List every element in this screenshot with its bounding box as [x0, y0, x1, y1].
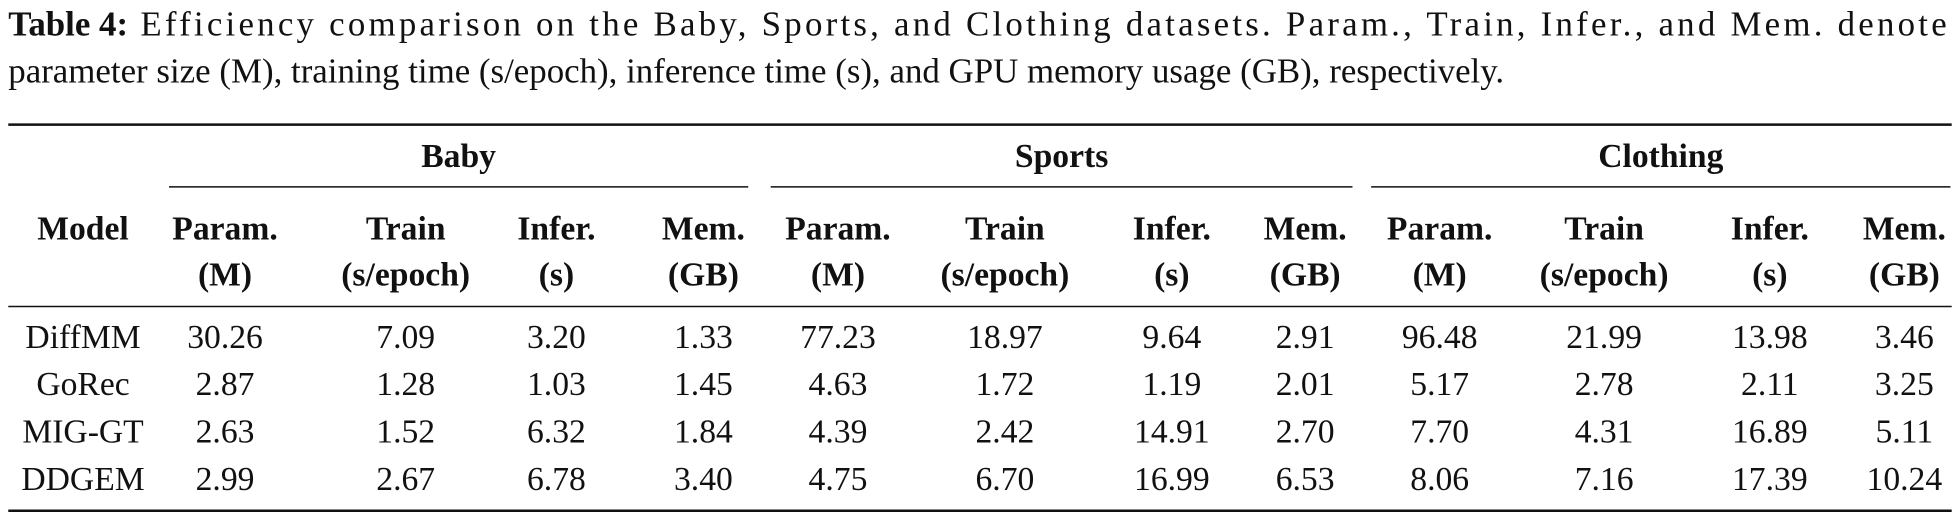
table-cell: 4.75 — [809, 461, 868, 498]
table-cell: 7.09 — [376, 319, 435, 356]
table-cell: 8.06 — [1410, 461, 1469, 498]
column-header: Train — [965, 210, 1045, 247]
table-cell: 1.19 — [1142, 366, 1201, 403]
table-cell: 6.53 — [1276, 461, 1335, 498]
table-cell: 2.78 — [1575, 366, 1634, 403]
table-cell: 1.33 — [674, 319, 733, 356]
column-header: Mem. — [1863, 210, 1946, 247]
table-cell: 1.28 — [376, 366, 435, 403]
table-cell: 3.46 — [1875, 319, 1934, 356]
table-cell: 17.39 — [1732, 461, 1808, 498]
model-name: MIG-GT — [22, 413, 143, 450]
table-cell: 4.39 — [809, 413, 868, 450]
table-cell: 13.98 — [1732, 319, 1808, 356]
table-cell: 3.40 — [674, 461, 733, 498]
table-cell: 2.42 — [975, 413, 1034, 450]
column-header: Mem. — [1264, 210, 1347, 247]
table-cell: 4.31 — [1575, 413, 1634, 450]
caption-label: Table 4: — [8, 4, 128, 43]
table-cell: 77.23 — [800, 319, 876, 356]
table-cell: 30.26 — [187, 319, 263, 356]
table-cell: 4.63 — [809, 366, 868, 403]
column-header: Param. — [1387, 210, 1493, 247]
table-cell: 2.01 — [1276, 366, 1335, 403]
table-cell: 5.17 — [1410, 366, 1469, 403]
column-unit: (M) — [198, 257, 252, 294]
table-cell: 2.63 — [196, 413, 255, 450]
column-unit: (GB) — [668, 257, 739, 294]
table-cell: 3.25 — [1875, 366, 1934, 403]
table-cell: 6.32 — [527, 413, 586, 450]
group-header: Clothing — [1598, 138, 1723, 175]
column-header: Mem. — [662, 210, 745, 247]
table-cell: 9.64 — [1142, 319, 1201, 356]
table-cell: 16.99 — [1134, 461, 1210, 498]
column-unit: (s/epoch) — [940, 257, 1069, 294]
table-cell: 10.24 — [1867, 461, 1943, 498]
table-cell: 2.91 — [1276, 319, 1335, 356]
column-unit: (s) — [539, 257, 574, 294]
caption-line: Efficiency comparison on the Baby, Sport… — [140, 4, 1946, 43]
model-name: GoRec — [36, 366, 129, 403]
table-cell: 6.70 — [975, 461, 1034, 498]
table-cell: 6.78 — [527, 461, 586, 498]
column-unit: (s) — [1752, 257, 1787, 294]
model-name: DDGEM — [21, 461, 144, 498]
column-header: Train — [1564, 210, 1644, 247]
table-cell: 2.99 — [196, 461, 255, 498]
column-header: Train — [366, 210, 446, 247]
column-header: Param. — [172, 210, 278, 247]
model-name: DiffMM — [25, 319, 140, 356]
column-unit: (GB) — [1270, 257, 1341, 294]
table-cell: 1.72 — [975, 366, 1034, 403]
caption-line: parameter size (M), training time (s/epo… — [8, 52, 1504, 91]
table-cell: 2.87 — [196, 366, 255, 403]
column-header: Param. — [785, 210, 891, 247]
table-cell: 1.52 — [376, 413, 435, 450]
table-cell: 2.67 — [376, 461, 435, 498]
table-cell: 2.11 — [1741, 366, 1799, 403]
table-cell: 2.70 — [1276, 413, 1335, 450]
table-cell: 3.20 — [527, 319, 586, 356]
column-header: Infer. — [1133, 210, 1211, 247]
group-header: Baby — [421, 138, 496, 175]
model-header: Model — [37, 210, 129, 247]
column-unit: (s) — [1154, 257, 1189, 294]
column-header: Infer. — [517, 210, 595, 247]
column-unit: (s/epoch) — [1540, 257, 1669, 294]
table-cell: 1.03 — [527, 366, 586, 403]
table-cell: 14.91 — [1134, 413, 1210, 450]
table-cell: 7.70 — [1410, 413, 1469, 450]
column-unit: (s/epoch) — [341, 257, 470, 294]
column-unit: (GB) — [1869, 257, 1940, 294]
group-header: Sports — [1015, 138, 1108, 175]
table-cell: 7.16 — [1575, 461, 1634, 498]
table-cell: 16.89 — [1732, 413, 1808, 450]
table-cell: 96.48 — [1402, 319, 1478, 356]
table-cell: 1.45 — [674, 366, 733, 403]
table-cell: 1.84 — [674, 413, 733, 450]
column-header: Infer. — [1731, 210, 1809, 247]
table-cell: 21.99 — [1566, 319, 1642, 356]
column-unit: (M) — [811, 257, 865, 294]
column-unit: (M) — [1413, 257, 1467, 294]
table-cell: 18.97 — [967, 319, 1043, 356]
table-cell: 5.11 — [1876, 413, 1934, 450]
